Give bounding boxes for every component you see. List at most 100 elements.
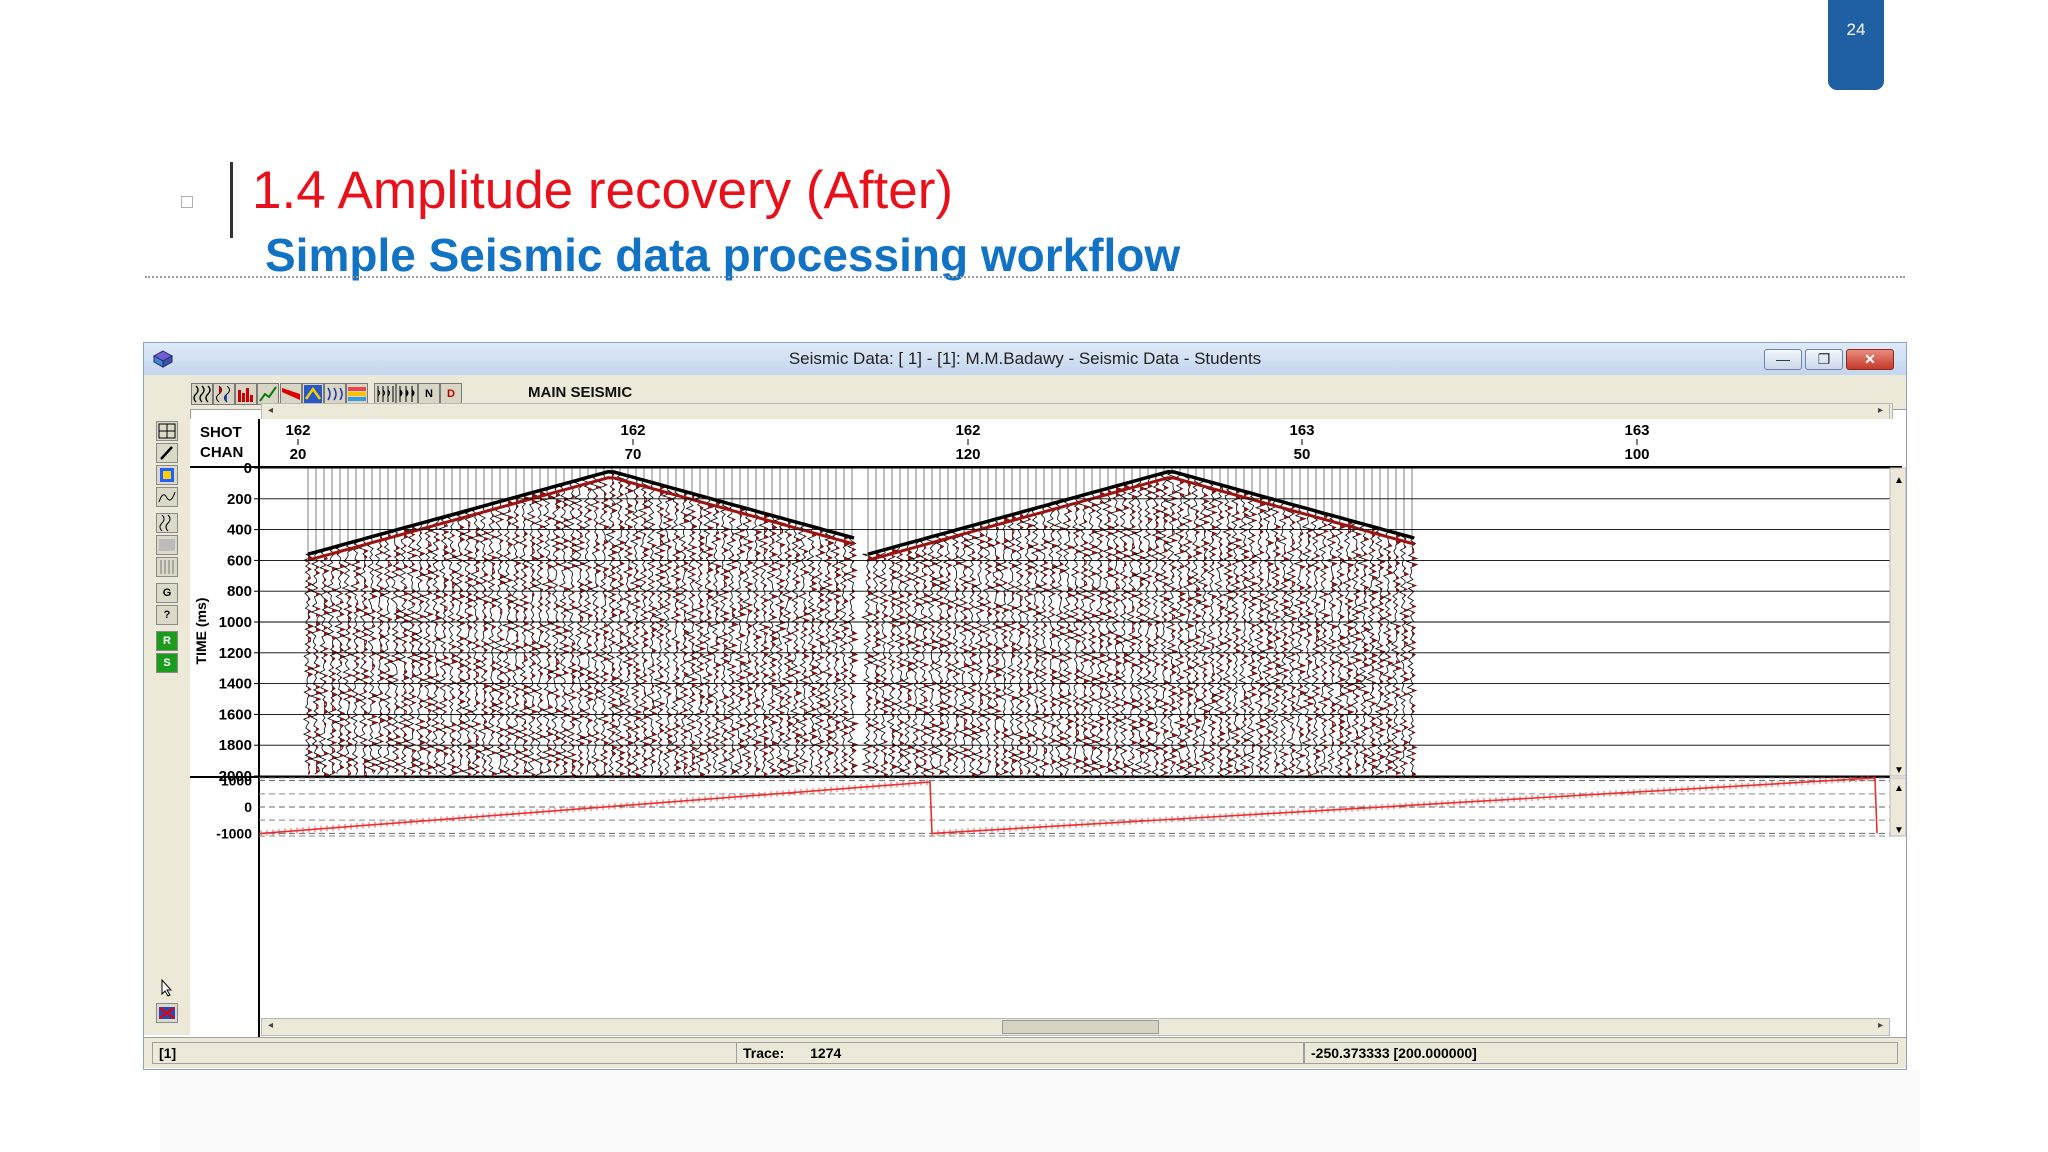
trace-fill: [508, 500, 514, 778]
palette-icon[interactable]: [346, 383, 368, 405]
trace-fill: [1044, 503, 1050, 766]
scroll-right-icon[interactable]: ▸: [1877, 405, 1883, 416]
app-icon[interactable]: [153, 350, 173, 368]
trace-fill: [1180, 471, 1186, 770]
trace-fill: [740, 507, 746, 770]
lower-scroll-up-icon[interactable]: ▲: [1894, 783, 1904, 794]
pick-icon[interactable]: [324, 383, 346, 405]
seismic-trace: [1261, 497, 1275, 775]
trace-fill: [828, 528, 834, 776]
first-break-event-fill: [307, 476, 855, 562]
graph-icon[interactable]: [257, 383, 279, 405]
scroll-thumb[interactable]: [1002, 1020, 1159, 1034]
seismic-trace: [1005, 514, 1019, 776]
trace-fill: [972, 526, 978, 777]
lower-tick-label: -1000: [216, 825, 252, 841]
trace-fill: [804, 522, 809, 770]
d-icon[interactable]: D: [440, 383, 462, 405]
restore-button[interactable]: ❐: [1805, 349, 1843, 370]
pencil-icon[interactable]: [156, 443, 178, 463]
bar-icon[interactable]: [235, 383, 257, 405]
trace-fill: [820, 529, 825, 771]
time-tick-label: 600: [227, 552, 252, 569]
scroll-down-icon[interactable]: ▼: [1894, 765, 1904, 776]
time-tick-label: 2000: [219, 768, 252, 785]
status-readout: -250.373333 [200.000000]: [1304, 1042, 1898, 1064]
trace-fill: [756, 509, 762, 772]
trace-fill: [1300, 510, 1306, 773]
density-icon[interactable]: [156, 557, 178, 577]
trace-fill: [964, 537, 970, 758]
seismic-trace: [469, 507, 482, 776]
shading-icon[interactable]: [156, 535, 178, 555]
seismic-trace: [1317, 512, 1331, 775]
seismic-trace: [1398, 534, 1411, 776]
lower-vertical-scrollbar[interactable]: [1889, 777, 1906, 837]
clear-icon[interactable]: [156, 1003, 178, 1023]
color-bar-icon[interactable]: [156, 465, 178, 485]
red-flag-icon[interactable]: [280, 383, 302, 405]
trace-fill: [364, 542, 370, 778]
map-icon[interactable]: [302, 383, 324, 405]
lower-scroll-down-icon[interactable]: ▼: [1894, 825, 1904, 836]
upper-vertical-scrollbar[interactable]: [1889, 467, 1906, 777]
minimize-button[interactable]: —: [1764, 349, 1802, 370]
close-icon: ✕: [1864, 351, 1876, 367]
wiggle-icon[interactable]: [191, 383, 213, 405]
scroll-left-icon[interactable]: ◂: [268, 405, 274, 416]
seismic-trace: [605, 471, 619, 775]
trace-fill: [724, 500, 730, 775]
scroll-up-icon[interactable]: ▲: [1894, 475, 1904, 486]
trace-fill: [612, 472, 618, 777]
trace-fill: [876, 553, 881, 773]
seismic-trace: [1245, 493, 1259, 776]
trace-fill: [644, 484, 650, 768]
trace-fill: [1012, 515, 1018, 772]
time-tick-label: 1200: [219, 645, 252, 662]
gather-icon[interactable]: G: [156, 583, 178, 603]
slide-subtitle: Simple Seismic data processing workflow: [265, 229, 1181, 281]
bullet-icon: [181, 196, 193, 208]
trace-fill: [1212, 489, 1218, 767]
window-titlebar[interactable]: Seismic Data: [ 1] - [1]: M.M.Badawy - S…: [144, 343, 1906, 375]
query-icon[interactable]: ?: [156, 605, 178, 625]
bottom-scroll-left-icon[interactable]: ◂: [268, 1020, 274, 1031]
trace-fill: [708, 504, 714, 773]
status-window-index: [1]: [152, 1042, 750, 1064]
wiggle-fill-icon[interactable]: [213, 383, 235, 405]
seismic-trace: [621, 475, 635, 777]
trace-fill: [924, 536, 929, 778]
r-icon[interactable]: R: [156, 631, 178, 651]
seismic-trace: [901, 542, 915, 775]
s-icon[interactable]: S: [156, 653, 178, 673]
trace-fill: [1412, 535, 1418, 777]
trace-fill: [1092, 502, 1098, 771]
trace-fill: [1260, 493, 1266, 771]
close-button[interactable]: ✕: [1846, 349, 1894, 370]
seismic-trace: [750, 510, 763, 776]
trace-fill: [1068, 503, 1074, 766]
trace-fill: [1404, 536, 1410, 766]
trace-fill: [1100, 491, 1106, 778]
trace-fill: [572, 494, 578, 778]
pointer-icon[interactable]: [156, 978, 176, 997]
trace-fill: [628, 482, 634, 778]
seismic-trace: [1133, 479, 1147, 774]
trace-fill: [852, 541, 858, 774]
grid-icon[interactable]: [156, 421, 178, 441]
bottom-horizontal-scrollbar[interactable]: ◂ ▸: [261, 1018, 1890, 1036]
trace-fill: [516, 498, 522, 776]
n-icon[interactable]: N: [418, 383, 440, 405]
trace-fill: [620, 471, 626, 776]
seismic-trace: [1221, 486, 1235, 776]
trace-fill-icon[interactable]: [396, 383, 418, 405]
seismic-trace: [1101, 487, 1115, 774]
trace-icon[interactable]: [374, 383, 396, 405]
seismic-trace: [1141, 476, 1155, 775]
bottom-scroll-right-icon[interactable]: ▸: [1877, 1020, 1883, 1031]
seismic-trace: [678, 490, 691, 774]
wiggle-icon[interactable]: [156, 513, 178, 533]
seismic-trace: [1157, 472, 1172, 777]
trace-fill: [1276, 510, 1281, 767]
spectrum-icon[interactable]: [156, 487, 178, 507]
